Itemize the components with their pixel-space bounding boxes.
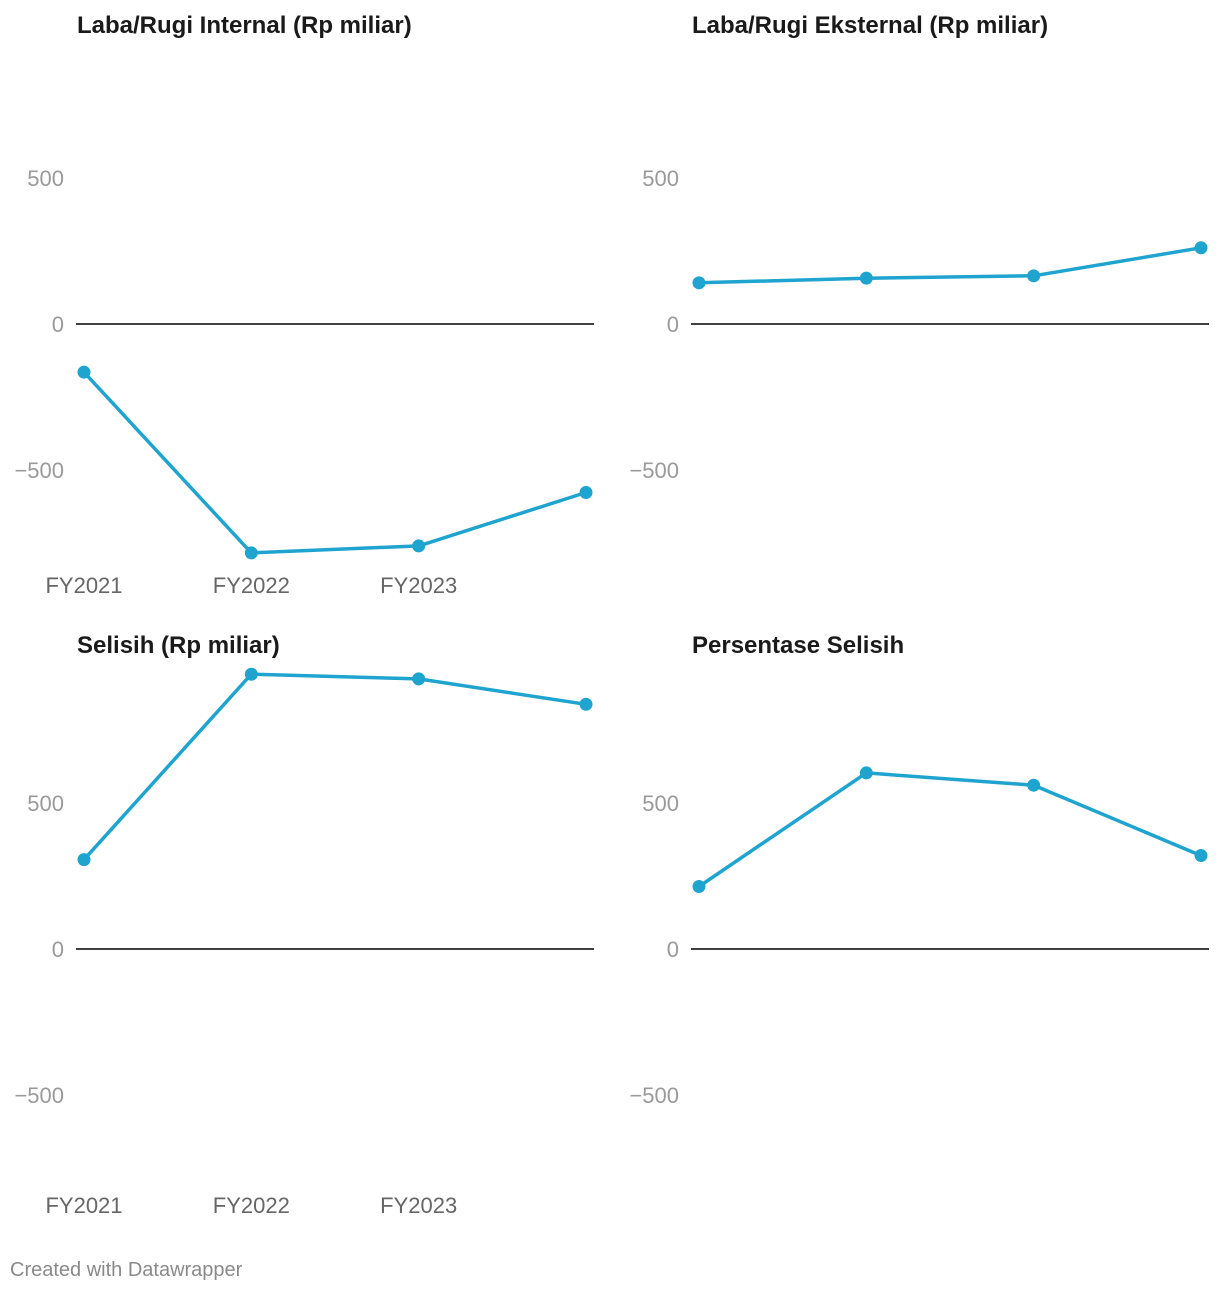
chart-title: Laba/Rugi Eksternal (Rp miliar) (692, 12, 1048, 39)
series-line (697, 771, 1203, 889)
y-tick-label: −500 (629, 458, 679, 483)
y-tick-label: 0 (52, 312, 64, 337)
y-tick-label: −500 (14, 1083, 64, 1108)
x-tick-label: FY2023 (380, 1193, 457, 1218)
small-multiples-chart: Laba/Rugi Internal (Rp miliar) 500 0 −500 FY… (14, 12, 1209, 1218)
data-point (579, 697, 593, 711)
data-point (244, 546, 258, 560)
data-point (579, 485, 593, 499)
x-tick-label: FY2021 (45, 573, 122, 598)
x-tick-label: FY2022 (213, 1193, 290, 1218)
series-line (82, 370, 588, 555)
data-point (412, 672, 426, 686)
y-tick-label: 500 (27, 791, 64, 816)
series-line (697, 246, 1203, 285)
chart-panel-3: Selisih (Rp miliar) 500 0 −500 FY2021 FY2022 F… (14, 632, 594, 1218)
chart-title: Persentase Selisih (692, 632, 904, 659)
x-tick-label: FY2021 (45, 1193, 122, 1218)
data-point (77, 853, 91, 867)
chart-title: Selisih (Rp miliar) (77, 632, 280, 659)
data-point (859, 766, 873, 780)
y-tick-label: −500 (629, 1083, 679, 1108)
data-point (692, 276, 706, 290)
data-point (412, 539, 426, 553)
data-point (77, 365, 91, 379)
data-point (244, 667, 258, 681)
series-line (82, 672, 588, 862)
y-tick-label: 0 (667, 937, 679, 962)
y-tick-label: 0 (667, 312, 679, 337)
credit-footer: Created with Datawrapper (10, 1259, 243, 1281)
y-tick-label: 500 (27, 166, 64, 191)
y-tick-label: 500 (642, 166, 679, 191)
y-tick-label: −500 (14, 458, 64, 483)
data-point (1194, 849, 1208, 863)
chart-panel-4: Persentase Selisih 500 0 −500 (629, 632, 1209, 1108)
data-point (1027, 269, 1041, 283)
chart-panel-2: Laba/Rugi Eksternal (Rp miliar) 500 0 −500 (629, 12, 1209, 483)
y-tick-label: 0 (52, 937, 64, 962)
data-point (859, 271, 873, 285)
chart-panel-1: Laba/Rugi Internal (Rp miliar) 500 0 −500 FY… (14, 12, 594, 598)
x-tick-label: FY2023 (380, 573, 457, 598)
data-point (1194, 241, 1208, 255)
x-tick-label: FY2022 (213, 573, 290, 598)
y-tick-label: 500 (642, 791, 679, 816)
data-point (1027, 778, 1041, 792)
chart-title: Laba/Rugi Internal (Rp miliar) (77, 12, 412, 39)
data-point (692, 880, 706, 894)
